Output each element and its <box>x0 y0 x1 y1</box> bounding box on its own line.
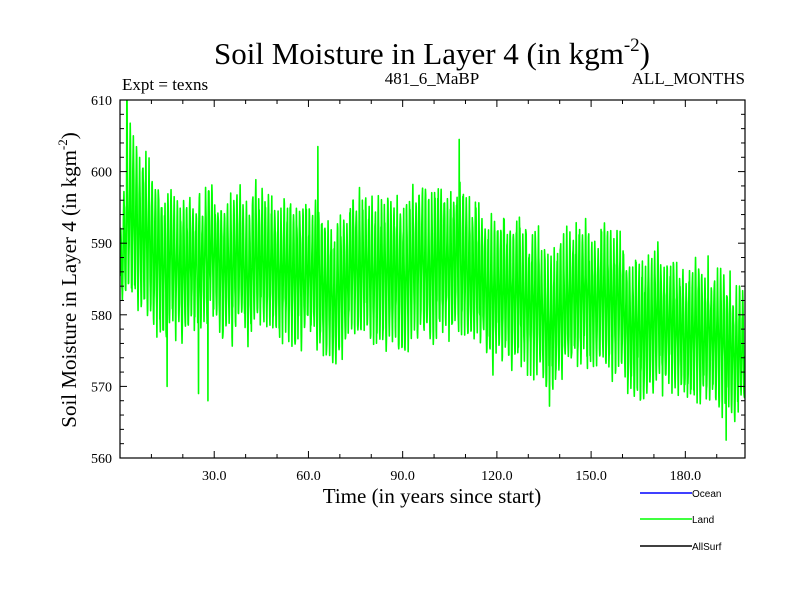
y-tick-label: 580 <box>91 309 112 324</box>
series-line-land <box>120 100 745 441</box>
x-tick-label: 120.0 <box>481 469 513 484</box>
plot-frame <box>119 99 746 459</box>
plot-area: 30.0 60.0 90.0 120.0 150.0 180.0 560 570 580 590 6… <box>91 94 746 484</box>
legend-item-land: Land <box>640 515 714 526</box>
chart-title: Soil Moisture in Layer 4 (in kgm-2) <box>214 35 650 71</box>
y-tick-label: 590 <box>91 237 112 252</box>
x-tick-label: 90.0 <box>390 469 415 484</box>
legend-label-ocean: Ocean <box>692 489 721 500</box>
legend-label-allsurf: AllSurf <box>692 542 722 553</box>
subtitle-left: Expt = texns <box>122 75 208 94</box>
y-axis-label-suffix: ) <box>57 132 81 139</box>
legend-item-ocean: Ocean <box>640 489 721 500</box>
y-axis-label: Soil Moisture in Layer 4 (in kgm-2) <box>55 132 81 427</box>
y-axis-label-text: Soil Moisture in Layer 4 (in kgm <box>57 150 81 428</box>
series-layer <box>120 100 745 441</box>
y-tick-label: 600 <box>91 166 112 181</box>
legend-item-allsurf: AllSurf <box>640 542 722 553</box>
x-tick-label: 150.0 <box>575 469 607 484</box>
x-tick-label: 60.0 <box>296 469 321 484</box>
x-tick-label: 180.0 <box>670 469 702 484</box>
y-tick-label: 570 <box>91 380 112 395</box>
y-axis-label-superscript: -2 <box>55 139 70 150</box>
subtitle-center: 481_6_MaBP <box>385 69 479 88</box>
chart-title-text: Soil Moisture in Layer 4 (in kgm <box>214 36 624 71</box>
y-tick-label: 560 <box>91 452 112 467</box>
chart-title-suffix: ) <box>640 36 650 71</box>
x-axis-label: Time (in years since start) <box>323 484 542 508</box>
chart-title-superscript: -2 <box>624 35 640 56</box>
ticks-layer: 30.0 60.0 90.0 120.0 150.0 180.0 560 570 580 590 6… <box>91 94 745 484</box>
legend: Ocean Land AllSurf <box>640 489 722 553</box>
x-tick-label: 30.0 <box>202 469 227 484</box>
subtitle-right: ALL_MONTHS <box>632 69 745 88</box>
legend-label-land: Land <box>692 515 714 526</box>
y-tick-label: 610 <box>91 94 112 109</box>
